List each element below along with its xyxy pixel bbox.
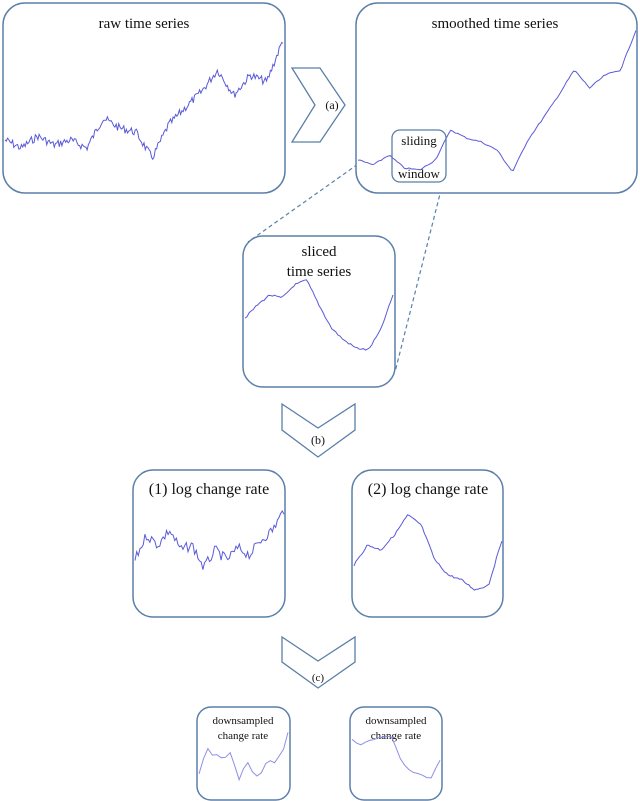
raw-panel: raw time series (2, 2, 286, 194)
downsampled-1-panel: downsampled change rate (196, 706, 291, 801)
sliced-title-1: sliced (302, 244, 337, 260)
step-a-label: (a) (325, 98, 338, 112)
step-c-label: (c) (312, 672, 325, 684)
down2-title-2: change rate (371, 730, 421, 742)
down1-series (198, 732, 289, 782)
window-label: window (398, 166, 441, 181)
sliced-title-2: time series (287, 264, 352, 280)
step-b-label: (b) (311, 433, 325, 447)
log-change-rate-2-panel: (2) log change rate (351, 469, 504, 618)
connector-right (394, 181, 444, 373)
down1-title-2: change rate (218, 730, 268, 742)
down2-series (351, 735, 441, 779)
down2-title-1: downsampled (365, 715, 427, 727)
sliding-window-box (391, 129, 447, 183)
step-a-arrow: (a) (290, 67, 346, 143)
sliced-panel: sliced time series (242, 235, 396, 388)
step-b-arrow: (b) (281, 402, 356, 458)
sliding-label: sliding (401, 133, 437, 148)
smoothed-title: smoothed time series (432, 16, 559, 32)
raw-series (4, 41, 284, 161)
log1-title: (1) log change rate (149, 481, 269, 498)
smoothed-series (358, 30, 637, 172)
sliced-series (244, 279, 394, 351)
log-change-rate-1-panel: (1) log change rate (132, 469, 286, 618)
step-c-arrow: (c) (281, 635, 356, 689)
smoothed-panel: smoothed time series sliding window (355, 2, 638, 194)
log1-series (134, 510, 285, 570)
log2-title: (2) log change rate (368, 481, 488, 498)
downsampled-2-panel: downsampled change rate (349, 706, 443, 801)
log2-series (353, 514, 503, 591)
raw-title: raw time series (99, 16, 190, 32)
down1-title-1: downsampled (212, 715, 274, 727)
